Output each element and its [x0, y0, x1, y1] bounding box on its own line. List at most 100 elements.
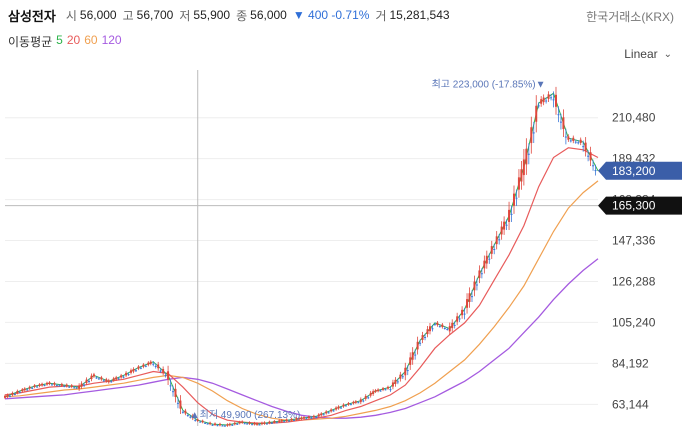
current-price-tag: 183,200 [598, 161, 682, 180]
candle-body [515, 197, 518, 199]
candle-body [468, 293, 471, 302]
scale-dropdown[interactable]: Linear ⌄ [624, 47, 672, 61]
candle-body [315, 417, 318, 419]
candle-body [493, 248, 496, 250]
candle-body [372, 391, 375, 395]
candle-body [453, 324, 456, 326]
candle-body [320, 413, 323, 416]
open-label: 시 [65, 8, 77, 23]
crosshair-price-tag-bg [598, 196, 682, 215]
candle-body [167, 371, 170, 380]
candle-body [55, 385, 58, 387]
candle-body [389, 389, 392, 391]
candle-body [589, 152, 592, 161]
candle-body [562, 117, 565, 130]
candle-body [189, 416, 192, 418]
exchange-label: 한국거래소(KRX) [586, 10, 674, 24]
ma60-label[interactable]: 60 [84, 33, 98, 47]
candle-body [238, 421, 241, 424]
candle-body [241, 421, 244, 423]
ma5-label[interactable]: 5 [56, 33, 63, 47]
candle-body [532, 132, 535, 134]
candle-body [92, 374, 95, 377]
candle-body [191, 415, 194, 419]
candle-body [95, 377, 98, 379]
candle-body [406, 370, 409, 372]
candle-body [584, 142, 587, 151]
candle-body [127, 374, 130, 376]
candle-body [172, 391, 175, 393]
candle-body [194, 419, 197, 421]
candle-body [498, 239, 501, 241]
ma-title: 이동평균 [8, 35, 53, 49]
candle-body [50, 384, 53, 386]
candle-body [97, 378, 100, 380]
candle-body [107, 380, 110, 383]
candle-body [483, 260, 486, 269]
candle-body [33, 385, 36, 388]
candle-body [446, 328, 449, 330]
candle-body [13, 393, 16, 395]
candle-body [443, 328, 446, 330]
moving-average-legend[interactable]: 이동평균 5 20 60 120 [8, 33, 122, 50]
candle-body [206, 423, 209, 425]
candle-body [78, 385, 81, 389]
candle-body [438, 326, 441, 328]
current-price-tag-bg [598, 161, 682, 180]
candle-body [535, 105, 538, 122]
candle-body [362, 400, 365, 402]
candle-body [488, 258, 491, 260]
candle-body [16, 390, 19, 393]
ma120-line [4, 258, 599, 419]
stock-name[interactable]: 삼성전자 [8, 8, 56, 24]
candle-body [201, 420, 204, 423]
candle-body [260, 422, 263, 425]
high-value: 56,700 [136, 8, 174, 22]
candle-body [285, 419, 288, 421]
candle-body [317, 414, 320, 417]
candle-body [100, 377, 103, 380]
candle-body [268, 421, 271, 424]
low-label: 저 [179, 8, 191, 23]
candle-body [280, 420, 283, 422]
candle-body [184, 410, 187, 414]
candle-body [144, 365, 147, 367]
candle-body [248, 422, 251, 424]
candle-body [298, 417, 301, 420]
candle-body [204, 422, 207, 424]
candle-body [179, 400, 182, 409]
candle-body [53, 382, 56, 385]
ma120-label[interactable]: 120 [101, 33, 122, 47]
candle-body [344, 405, 347, 407]
ma20-label[interactable]: 20 [66, 33, 81, 47]
y-tick-label: 84,192 [612, 356, 649, 370]
volume-label: 거 [375, 8, 387, 23]
candle-body [421, 335, 424, 340]
candle-body [537, 105, 540, 107]
candle-body [159, 370, 162, 372]
candle-body [552, 99, 555, 101]
candle-body [142, 364, 145, 367]
candle-body [236, 423, 239, 425]
candle-body [28, 386, 31, 389]
candle-body [587, 155, 590, 157]
candle-body [263, 422, 266, 424]
candle-body [577, 142, 580, 144]
candle-body [352, 401, 355, 404]
candle-body [302, 417, 305, 419]
candle-body [359, 399, 362, 403]
candle-body [90, 375, 93, 380]
candle-body [322, 414, 325, 416]
candle-body [414, 354, 417, 356]
candle-body [517, 177, 520, 190]
candle-body [485, 255, 488, 264]
candle-body [349, 404, 352, 406]
candle-body [503, 221, 506, 230]
candle-body [186, 415, 189, 417]
candle-body [152, 363, 155, 365]
candle-body [332, 410, 335, 412]
candle-body [223, 425, 226, 427]
candle-body [18, 391, 21, 393]
y-tick-label: 105,240 [612, 315, 656, 329]
